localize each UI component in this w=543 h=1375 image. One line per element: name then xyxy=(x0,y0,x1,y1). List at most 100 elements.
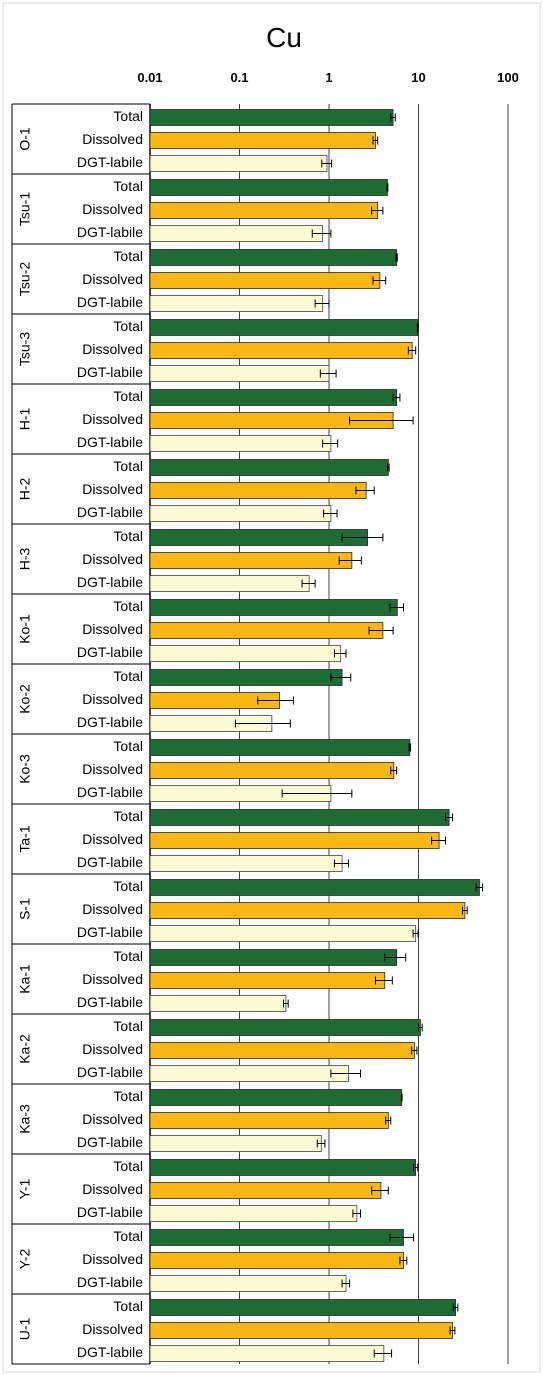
site-label: H-1 xyxy=(17,408,33,431)
bar-label-dgt-labile: DGT-labile xyxy=(77,854,143,870)
bar-dgt-labile xyxy=(149,435,332,452)
bar-total xyxy=(149,109,394,126)
bar-dgt-labile xyxy=(149,925,417,942)
bar-label-dgt-labile: DGT-labile xyxy=(77,1204,143,1220)
bar-label-dissolved: Dissolved xyxy=(82,691,143,707)
bar-dgt-labile xyxy=(149,855,343,872)
bar-dgt-labile xyxy=(149,365,330,382)
bar-dgt-labile xyxy=(149,1135,322,1152)
site-label: Ko-3 xyxy=(17,754,33,784)
bar-dgt-labile xyxy=(149,225,324,242)
bar-dgt-labile xyxy=(149,505,332,522)
bar-dissolved xyxy=(149,622,384,639)
bar-label-dissolved: Dissolved xyxy=(82,201,143,217)
bar-total xyxy=(149,319,419,336)
bar-label-total: Total xyxy=(113,178,143,194)
bar-label-dgt-labile: DGT-labile xyxy=(77,574,143,590)
bar-total xyxy=(149,1299,457,1316)
site-label: H-3 xyxy=(17,548,33,571)
x-tick-label: 0.1 xyxy=(230,70,248,85)
chart-title: Cu xyxy=(266,22,302,53)
bar-total xyxy=(149,669,343,686)
bar-label-dissolved: Dissolved xyxy=(82,1111,143,1127)
bar-dissolved xyxy=(149,342,413,359)
bar-label-total: Total xyxy=(113,1088,143,1104)
bar-label-dissolved: Dissolved xyxy=(82,1181,143,1197)
bar-label-total: Total xyxy=(113,878,143,894)
bar-label-dissolved: Dissolved xyxy=(82,271,143,287)
x-tick-label: 100 xyxy=(497,70,519,85)
bar-total xyxy=(149,949,398,966)
bar-total xyxy=(149,389,398,406)
bar-total xyxy=(149,879,480,896)
bar-total xyxy=(149,809,450,826)
bar-label-dgt-labile: DGT-labile xyxy=(77,224,143,240)
bar-dgt-labile xyxy=(149,575,310,592)
site-group-ko-1 xyxy=(149,599,405,662)
bar-label-total: Total xyxy=(113,1298,143,1314)
site-group-ka-2 xyxy=(149,1019,423,1082)
site-group-tsu-3 xyxy=(149,319,419,382)
bar-dissolved xyxy=(149,762,395,779)
bar-dissolved xyxy=(149,552,353,569)
bar-label-dissolved: Dissolved xyxy=(82,341,143,357)
bar-dissolved xyxy=(149,1252,404,1269)
site-label: H-2 xyxy=(17,478,33,501)
bar-total xyxy=(149,249,398,266)
bar-label-dissolved: Dissolved xyxy=(82,971,143,987)
site-group-o-1 xyxy=(149,109,396,172)
site-label: Ta-1 xyxy=(17,825,33,852)
bar-label-total: Total xyxy=(113,668,143,684)
bar-label-total: Total xyxy=(113,248,143,264)
site-group-ka-1 xyxy=(149,949,407,1012)
site-label: Tsu-2 xyxy=(17,262,33,296)
bar-dgt-labile xyxy=(149,995,287,1012)
bar-label-dgt-labile: DGT-labile xyxy=(77,924,143,940)
bar-label-dissolved: Dissolved xyxy=(82,621,143,637)
site-group-y-2 xyxy=(149,1229,415,1292)
bar-dgt-labile xyxy=(149,295,324,312)
bar-dissolved xyxy=(149,1042,415,1059)
bar-label-total: Total xyxy=(113,1228,143,1244)
bar-label-dissolved: Dissolved xyxy=(82,761,143,777)
bar-dissolved xyxy=(149,482,367,499)
bar-label-dissolved: Dissolved xyxy=(82,901,143,917)
bar-label-total: Total xyxy=(113,108,143,124)
site-group-ka-3 xyxy=(149,1089,403,1152)
site-label: Ka-1 xyxy=(17,964,33,994)
site-group-h-3 xyxy=(149,529,384,592)
site-group-ta-1 xyxy=(149,809,454,872)
bar-label-dissolved: Dissolved xyxy=(82,1041,143,1057)
bar-dgt-labile xyxy=(149,1275,347,1292)
bar-dissolved xyxy=(149,832,440,849)
bar-total xyxy=(149,599,398,616)
site-label: Ka-3 xyxy=(17,1104,33,1134)
bar-label-total: Total xyxy=(113,1158,143,1174)
site-group-h-1 xyxy=(149,389,414,452)
bar-total xyxy=(149,179,388,196)
x-tick-label: 10 xyxy=(411,70,425,85)
bar-label-total: Total xyxy=(113,738,143,754)
site-label: O-1 xyxy=(17,127,33,151)
bar-label-dgt-labile: DGT-labile xyxy=(77,154,143,170)
bar-label-total: Total xyxy=(113,388,143,404)
x-tick-label: 1 xyxy=(325,70,332,85)
bar-label-total: Total xyxy=(113,598,143,614)
site-group-tsu-1 xyxy=(149,179,389,242)
bar-label-dgt-labile: DGT-labile xyxy=(77,504,143,520)
site-label: Tsu-1 xyxy=(17,192,33,226)
site-label: Ko-1 xyxy=(17,614,33,644)
bar-label-dissolved: Dissolved xyxy=(82,481,143,497)
bar-dissolved xyxy=(149,1322,453,1339)
bar-label-total: Total xyxy=(113,1018,143,1034)
bar-label-dgt-labile: DGT-labile xyxy=(77,994,143,1010)
site-group-ko-2 xyxy=(149,669,352,732)
bar-label-dgt-labile: DGT-labile xyxy=(77,434,143,450)
bar-label-total: Total xyxy=(113,948,143,964)
site-group-s-1 xyxy=(149,879,484,942)
bar-total xyxy=(149,459,389,476)
bar-dissolved xyxy=(149,272,381,289)
bar-label-total: Total xyxy=(113,808,143,824)
